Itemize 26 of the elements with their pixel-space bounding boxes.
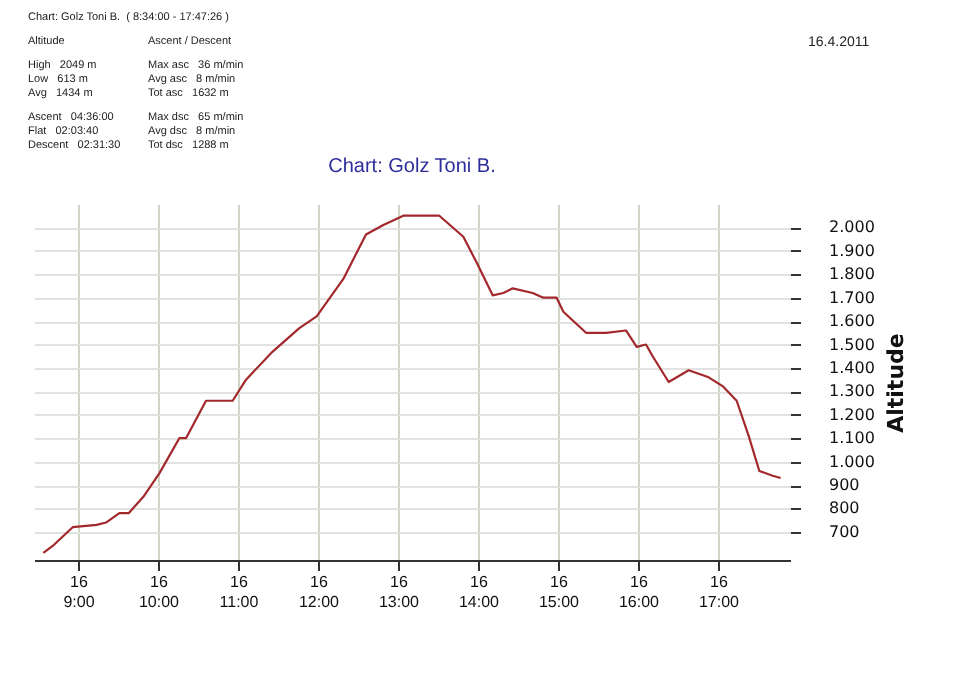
y-tick-label: 1.200 [829,405,875,424]
x-tick-label: 16 10:00 [138,573,181,611]
y-tick-label: 700 [829,522,860,541]
y-tick-label: 1.800 [829,265,875,284]
y-tick-label: 1.600 [829,312,875,331]
x-tick-label: 16 17:00 [698,573,741,611]
x-tick-label: 16 15:00 [538,573,581,611]
y-tick-label: 1.300 [829,382,875,401]
y-tick-label: 900 [829,476,860,495]
y-tick-label: 1.400 [829,358,875,377]
x-tick-label: 16 11:00 [219,573,260,611]
y-tick-label: 1.000 [829,452,875,471]
x-tick-label: 16 13:00 [378,573,421,611]
y-tick-label: 1.700 [829,288,875,307]
y-tick-label: 2.000 [829,218,875,237]
x-tick-label: 16 12:00 [298,573,341,611]
x-tick-label: 16 16:00 [618,573,661,611]
x-tick-label: 16 9:00 [63,573,96,611]
y-tick-label: 800 [829,499,860,518]
chart-title: Chart: Golz Toni B. [328,156,496,178]
y-axis-title: Altitude [882,333,909,433]
y-tick-label: 1.100 [829,429,875,448]
y-tick-label: 1.500 [829,335,875,354]
line-series [42,214,782,555]
y-tick-label: 1.900 [829,241,875,260]
x-tick-label: 16 14:00 [458,573,501,611]
